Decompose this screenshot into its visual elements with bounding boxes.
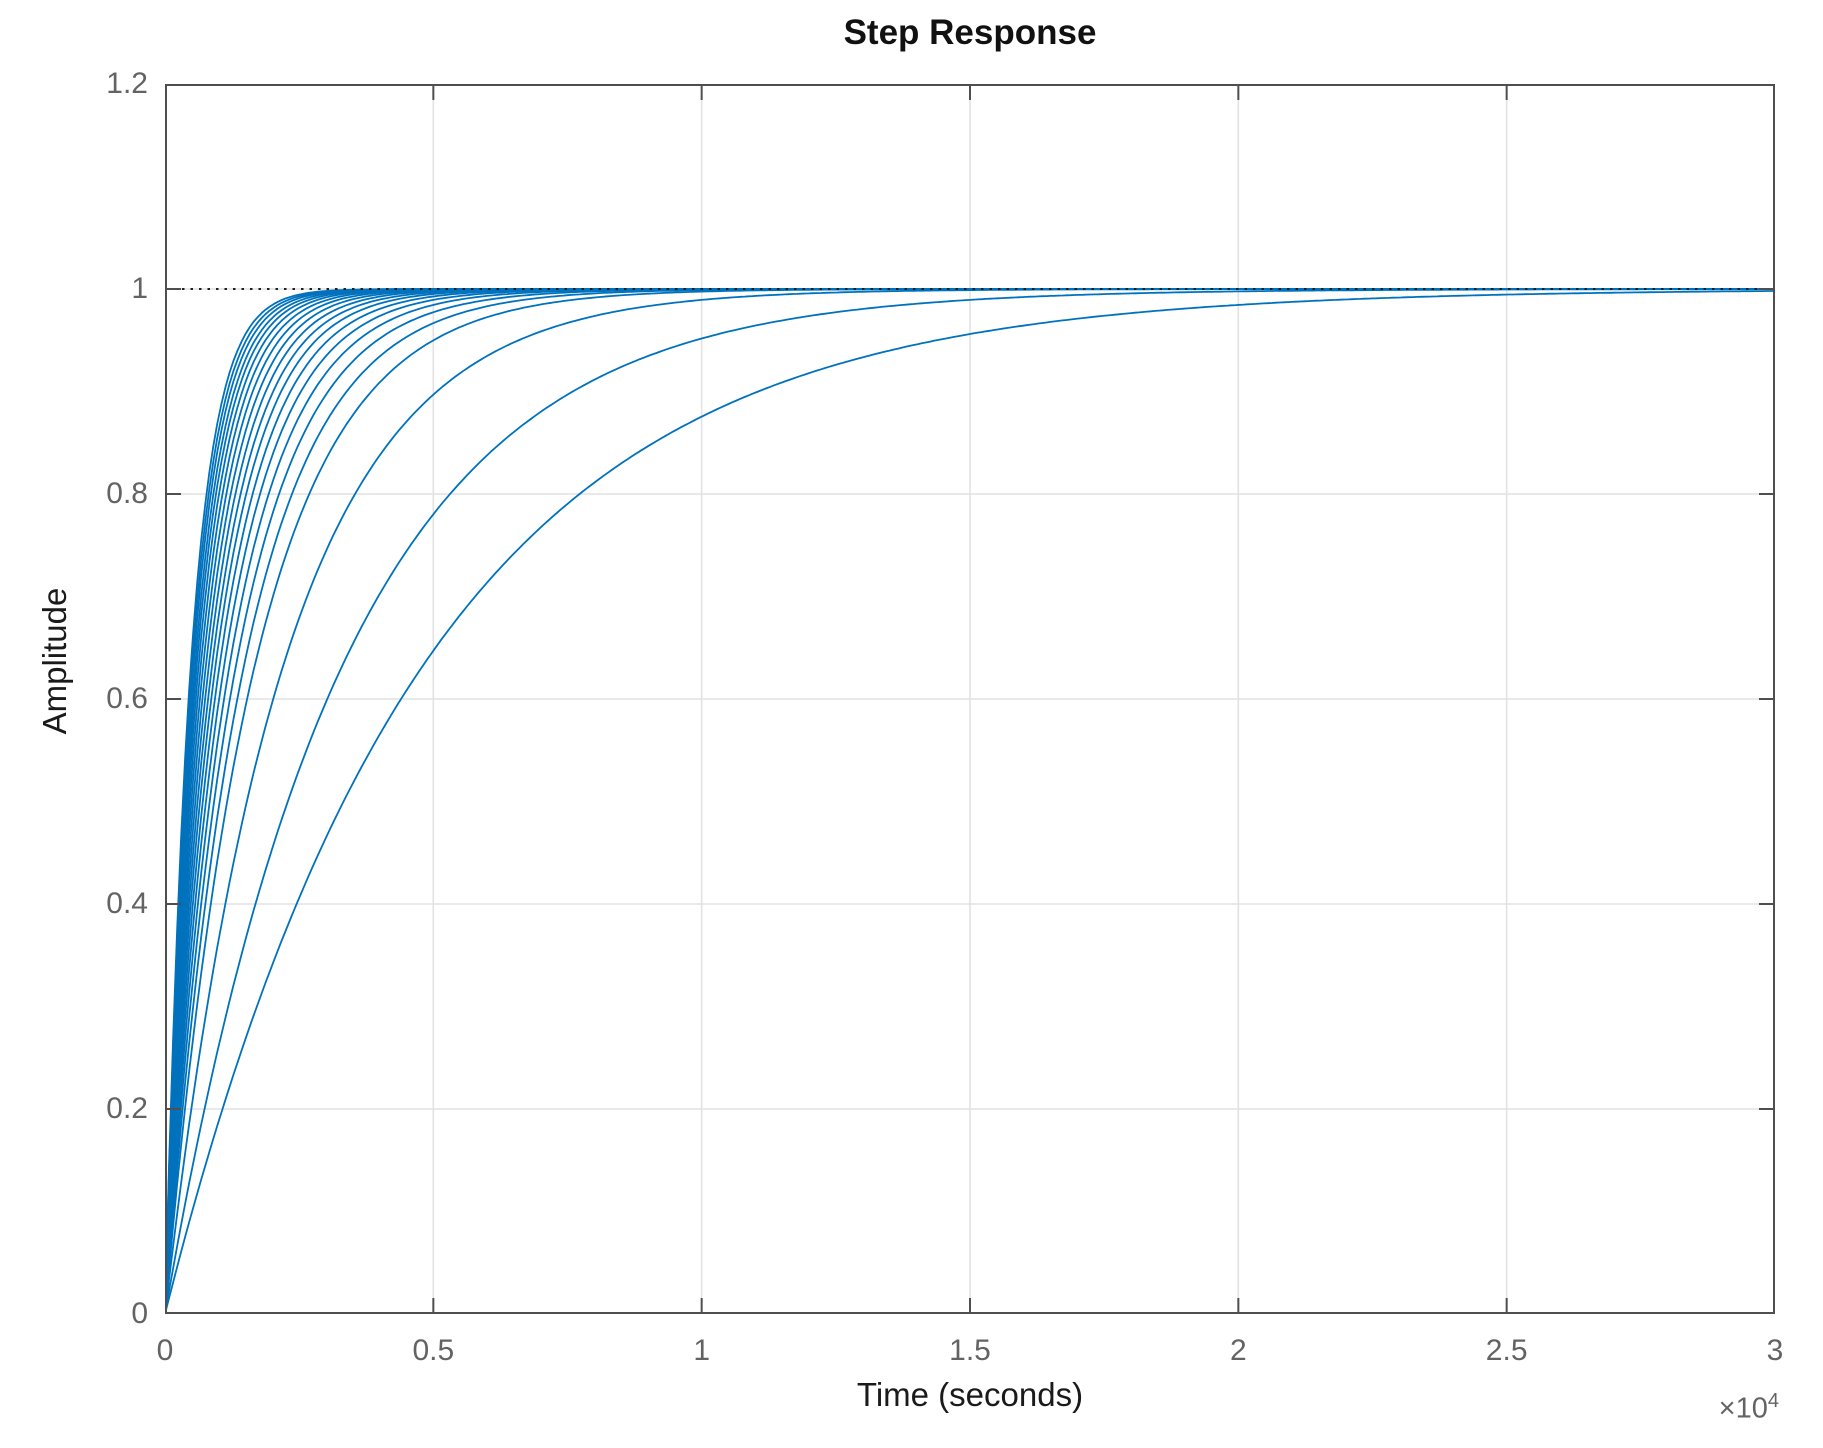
y-tick-label: 0.6	[106, 682, 148, 715]
x-tick-label: 2	[1229, 1334, 1247, 1367]
x-tick-label: 3	[1766, 1334, 1784, 1367]
plot-canvas	[165, 84, 1775, 1314]
y-tick-label: 0.2	[106, 1092, 148, 1125]
step-response-curve	[165, 288, 1775, 1314]
y-tick-label: 0	[131, 1297, 148, 1330]
plot-area	[165, 84, 1775, 1314]
chart-title: Step Response	[843, 13, 1097, 52]
x-tick-label: 0.5	[412, 1334, 455, 1367]
y-tick-label: 0.4	[106, 887, 148, 920]
axis-box	[165, 84, 1775, 1314]
y-tick-label: 1.2	[106, 67, 148, 100]
y-tick-label: 1	[131, 272, 148, 305]
x-axis-multiplier-base: ×10	[1718, 1392, 1768, 1425]
y-tick-label: 0.8	[106, 477, 148, 510]
y-axis-label: Amplitude	[36, 587, 73, 735]
x-axis-label: Time (seconds)	[856, 1376, 1084, 1413]
x-tick-label: 1	[693, 1334, 710, 1367]
step-response-curve	[165, 290, 1775, 1314]
x-axis-multiplier: ×104	[1719, 1390, 1779, 1426]
x-tick-label: 1.5	[949, 1334, 991, 1367]
x-tick-label: 2.5	[1485, 1334, 1528, 1367]
x-axis-multiplier-exponent: 4	[1767, 1390, 1779, 1412]
x-tick-label: 0	[156, 1334, 174, 1367]
